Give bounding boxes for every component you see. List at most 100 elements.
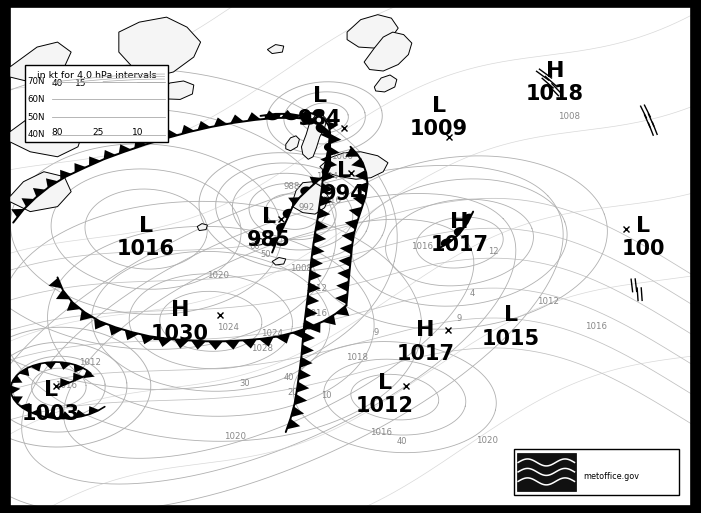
- Text: 1030: 1030: [151, 324, 209, 344]
- Text: 1008: 1008: [290, 265, 313, 273]
- Polygon shape: [94, 319, 107, 329]
- Polygon shape: [301, 114, 327, 159]
- Polygon shape: [74, 364, 85, 372]
- Text: 992: 992: [298, 203, 314, 212]
- Polygon shape: [335, 293, 348, 304]
- Polygon shape: [301, 116, 317, 125]
- Text: 60: 60: [250, 242, 260, 251]
- Polygon shape: [214, 117, 227, 126]
- Text: L: L: [378, 372, 392, 392]
- Polygon shape: [60, 170, 72, 179]
- FancyBboxPatch shape: [517, 453, 576, 491]
- Polygon shape: [303, 332, 315, 343]
- Polygon shape: [48, 278, 62, 288]
- Polygon shape: [324, 143, 330, 152]
- Text: H: H: [171, 300, 189, 320]
- Polygon shape: [74, 163, 86, 172]
- Polygon shape: [454, 227, 464, 236]
- Polygon shape: [320, 130, 330, 139]
- Polygon shape: [242, 339, 257, 348]
- Polygon shape: [346, 147, 360, 157]
- Text: 1012: 1012: [537, 297, 559, 306]
- Polygon shape: [255, 239, 265, 246]
- Text: 50: 50: [301, 323, 311, 332]
- Text: 1012: 1012: [306, 284, 327, 293]
- Polygon shape: [301, 344, 314, 356]
- Polygon shape: [341, 231, 355, 242]
- Polygon shape: [364, 32, 411, 71]
- Text: 10: 10: [321, 390, 332, 400]
- Text: L: L: [139, 215, 153, 235]
- Text: 1003: 1003: [22, 404, 80, 424]
- Polygon shape: [198, 121, 210, 130]
- Polygon shape: [336, 306, 349, 316]
- Polygon shape: [73, 372, 83, 381]
- Polygon shape: [11, 375, 22, 383]
- Polygon shape: [300, 357, 313, 368]
- Polygon shape: [259, 337, 273, 347]
- Polygon shape: [264, 110, 278, 119]
- Polygon shape: [300, 187, 310, 194]
- Polygon shape: [322, 315, 336, 325]
- Polygon shape: [46, 179, 58, 188]
- Text: 1012: 1012: [79, 358, 100, 367]
- Polygon shape: [191, 341, 206, 350]
- Polygon shape: [297, 382, 309, 392]
- Text: 1017: 1017: [397, 344, 454, 364]
- Text: 80: 80: [52, 128, 63, 137]
- Polygon shape: [322, 171, 335, 182]
- Polygon shape: [304, 320, 316, 330]
- Polygon shape: [292, 182, 329, 214]
- Polygon shape: [291, 406, 304, 417]
- Text: 60N: 60N: [27, 95, 45, 104]
- Polygon shape: [60, 378, 71, 387]
- Polygon shape: [325, 159, 337, 169]
- Polygon shape: [322, 167, 329, 176]
- Polygon shape: [89, 406, 100, 415]
- Polygon shape: [287, 419, 300, 429]
- Polygon shape: [269, 237, 278, 247]
- Polygon shape: [353, 194, 366, 205]
- Polygon shape: [315, 123, 329, 133]
- Text: 1016: 1016: [370, 427, 392, 437]
- Polygon shape: [74, 410, 86, 418]
- Text: L: L: [43, 380, 57, 400]
- Polygon shape: [310, 176, 321, 185]
- Text: 1016: 1016: [585, 322, 607, 331]
- Text: 40N: 40N: [27, 130, 45, 140]
- Polygon shape: [283, 209, 292, 219]
- Text: 4: 4: [469, 289, 475, 299]
- Polygon shape: [174, 339, 189, 348]
- Polygon shape: [311, 258, 323, 268]
- Polygon shape: [165, 129, 178, 139]
- Polygon shape: [10, 385, 20, 394]
- Polygon shape: [327, 146, 340, 157]
- Polygon shape: [374, 75, 397, 92]
- Polygon shape: [134, 139, 147, 148]
- Text: 30: 30: [240, 379, 250, 388]
- Text: 1016: 1016: [117, 239, 175, 259]
- Polygon shape: [118, 144, 131, 154]
- Polygon shape: [355, 182, 368, 193]
- Polygon shape: [83, 370, 95, 378]
- Text: 1020: 1020: [476, 437, 498, 445]
- Text: metoffice.gov: metoffice.gov: [583, 472, 639, 481]
- Polygon shape: [305, 307, 318, 318]
- Polygon shape: [45, 411, 57, 419]
- Text: 1028: 1028: [251, 344, 273, 353]
- Polygon shape: [328, 122, 339, 130]
- Text: L: L: [336, 161, 350, 181]
- Text: 1012: 1012: [355, 396, 414, 416]
- Text: 1020: 1020: [207, 271, 229, 280]
- Text: 994: 994: [322, 184, 365, 204]
- Polygon shape: [11, 209, 24, 218]
- Text: H: H: [545, 61, 564, 81]
- Text: 70N: 70N: [27, 77, 45, 86]
- Polygon shape: [321, 183, 334, 194]
- Polygon shape: [281, 110, 294, 118]
- Polygon shape: [208, 341, 223, 350]
- Polygon shape: [59, 362, 71, 370]
- Polygon shape: [329, 133, 341, 145]
- Polygon shape: [80, 310, 93, 321]
- Text: L: L: [432, 96, 446, 116]
